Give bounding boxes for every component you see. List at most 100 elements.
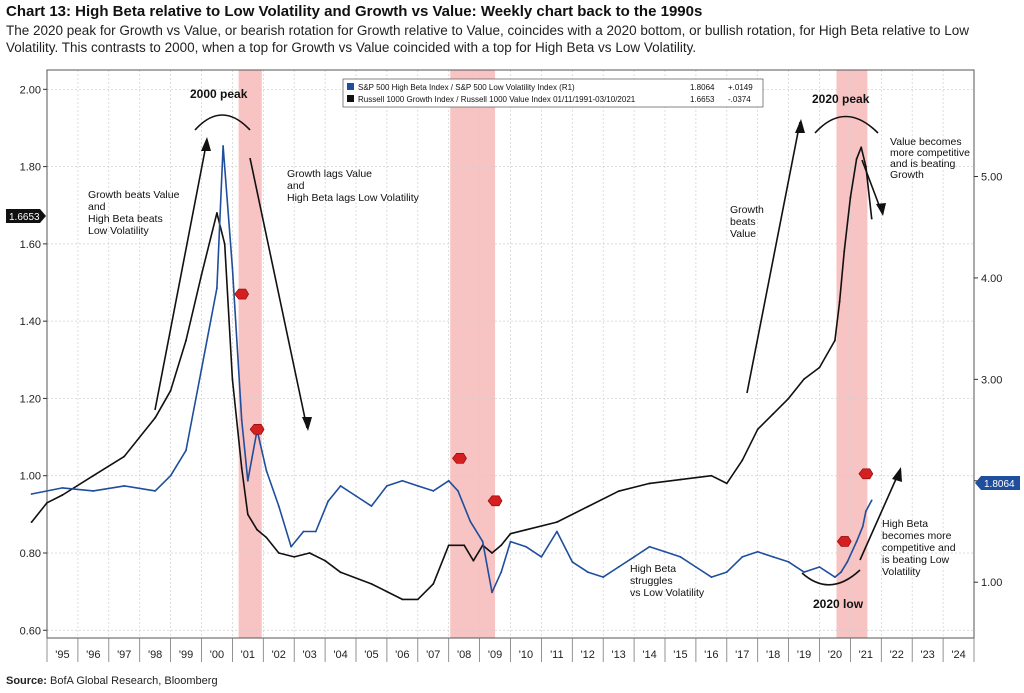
series-point (571, 561, 574, 563)
x-tick-label: '22 (890, 649, 904, 661)
annotation-line: more competitive (890, 147, 970, 159)
arrowhead-5 (892, 467, 902, 482)
series-point (223, 242, 226, 245)
series-point (327, 500, 330, 502)
arc-2020-peak (814, 115, 879, 134)
series-point (231, 266, 234, 269)
series-point (246, 513, 249, 516)
right-tick-label: 1.00 (981, 577, 1002, 589)
x-tick-label: '08 (457, 649, 471, 661)
series-point (46, 501, 48, 504)
arrow-up-left (154, 139, 208, 411)
series-point (447, 544, 450, 547)
series-point (416, 484, 419, 487)
annotation-line: High Beta lags Low Volatility (287, 192, 420, 204)
period-markers (234, 288, 874, 547)
series-point (500, 571, 503, 573)
shaded-period-2 (450, 70, 496, 638)
red-marker (858, 468, 874, 480)
series-point (679, 478, 682, 481)
series-point (314, 530, 317, 533)
series-point (169, 389, 172, 392)
series-point (154, 490, 157, 492)
series-point (463, 544, 466, 547)
x-tick-label: '21 (859, 649, 873, 661)
left-tick-label: 1.40 (20, 316, 41, 328)
series-point (787, 397, 790, 400)
series-point (472, 559, 475, 562)
annotation-line: and (287, 180, 305, 192)
x-tick-label: '18 (766, 649, 780, 661)
series-point (169, 474, 172, 477)
right-tick-label: 5.00 (981, 172, 1002, 184)
series-point (710, 576, 713, 579)
x-tick-label: '14 (642, 649, 656, 661)
arrowhead-2 (302, 417, 312, 431)
annotation-line: Value becomes (890, 136, 962, 148)
series-point (525, 545, 527, 548)
series-point (834, 339, 836, 342)
x-tick-label: '19 (797, 649, 811, 661)
source-text: BofA Global Research, Bloomberg (46, 675, 218, 687)
shaded-period-1 (238, 70, 262, 638)
series-point (92, 474, 95, 477)
series-point (525, 528, 527, 531)
x-tick-label: '95 (55, 649, 69, 661)
x-tick-label: '00 (210, 649, 224, 661)
arrow-up-right (746, 121, 801, 394)
series-point (602, 576, 605, 579)
source-label: Source: (6, 675, 47, 687)
left-axis-ticks: 0.60 0.80 1.00 1.20 1.40 1.60 1.80 2.00 (20, 84, 47, 637)
series-point (500, 544, 503, 547)
series-point (491, 591, 493, 594)
series-point (586, 505, 589, 508)
series-point (849, 196, 852, 199)
right-tick-label: 4.00 (981, 273, 1002, 285)
annotation-line: High Beta (630, 563, 676, 575)
series-point (240, 467, 243, 469)
x-tick-label: '98 (148, 649, 162, 661)
x-tick-label: '01 (241, 649, 255, 661)
x-tick-label: '05 (364, 649, 378, 661)
x-tick-label: '11 (550, 649, 564, 661)
series-point (30, 521, 33, 523)
series-point (860, 146, 863, 149)
annotation-line: and is beating (890, 158, 956, 170)
series-point (293, 555, 296, 558)
series-point (222, 145, 225, 147)
legend-change-high-beta: +.0149 (728, 83, 753, 92)
series-point (386, 484, 388, 487)
series-point (432, 490, 435, 492)
series-point (870, 499, 873, 502)
x-tick-label: '15 (673, 649, 687, 661)
legend-value-high-beta: 1.8064 (690, 83, 715, 92)
legend-label-high-beta: S&P 500 High Beta Index / S&P 500 Low Vo… (358, 83, 575, 92)
series-point (401, 479, 404, 482)
series-point (803, 571, 805, 573)
series-point (725, 482, 728, 485)
series-lines (30, 145, 873, 601)
series-point (265, 469, 268, 472)
left-tick-label: 0.80 (20, 548, 41, 560)
annotation-line: struggles (630, 575, 673, 587)
series-point (231, 378, 234, 381)
series-point (457, 490, 459, 492)
chart-subtitle: The 2020 peak for Growth vs Value, or be… (6, 23, 970, 55)
source-note: Source: BofA Global Research, Bloomberg (6, 675, 218, 687)
series-point (840, 571, 843, 573)
arrow-down-2000 (249, 157, 308, 429)
left-tick-label: 0.60 (20, 625, 41, 637)
series-point (386, 590, 388, 593)
series-point (216, 212, 218, 214)
right-tick-label: 3.00 (981, 374, 1002, 386)
series-point (447, 479, 450, 482)
right-axis-ticks: 1.002.003.004.005.00 (974, 172, 1002, 589)
annotation-line: High Beta (882, 518, 928, 530)
series-point (370, 583, 373, 585)
annotation-line: Growth (890, 169, 924, 181)
shaded-periods (238, 70, 868, 638)
grid-lines (46, 70, 975, 638)
series-point (355, 495, 357, 497)
